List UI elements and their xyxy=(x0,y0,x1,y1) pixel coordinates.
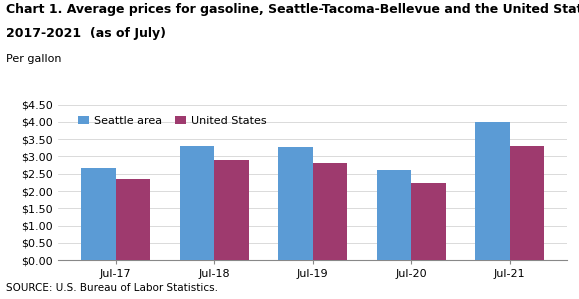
Bar xyxy=(81,167,116,260)
Text: 2017-2021  (as of July): 2017-2021 (as of July) xyxy=(6,27,166,40)
Bar xyxy=(179,146,214,260)
Legend: Seattle area, United States: Seattle area, United States xyxy=(74,112,271,131)
Bar xyxy=(475,122,510,260)
Bar xyxy=(116,179,150,260)
Bar xyxy=(510,146,544,260)
Bar xyxy=(377,170,411,260)
Text: Chart 1. Average prices for gasoline, Seattle-Tacoma-Bellevue and the United Sta: Chart 1. Average prices for gasoline, Se… xyxy=(6,3,579,16)
Bar xyxy=(411,183,446,260)
Text: SOURCE: U.S. Bureau of Labor Statistics.: SOURCE: U.S. Bureau of Labor Statistics. xyxy=(6,283,218,293)
Text: Per gallon: Per gallon xyxy=(6,54,61,64)
Bar xyxy=(278,147,313,260)
Bar xyxy=(313,163,347,260)
Bar xyxy=(214,160,248,260)
